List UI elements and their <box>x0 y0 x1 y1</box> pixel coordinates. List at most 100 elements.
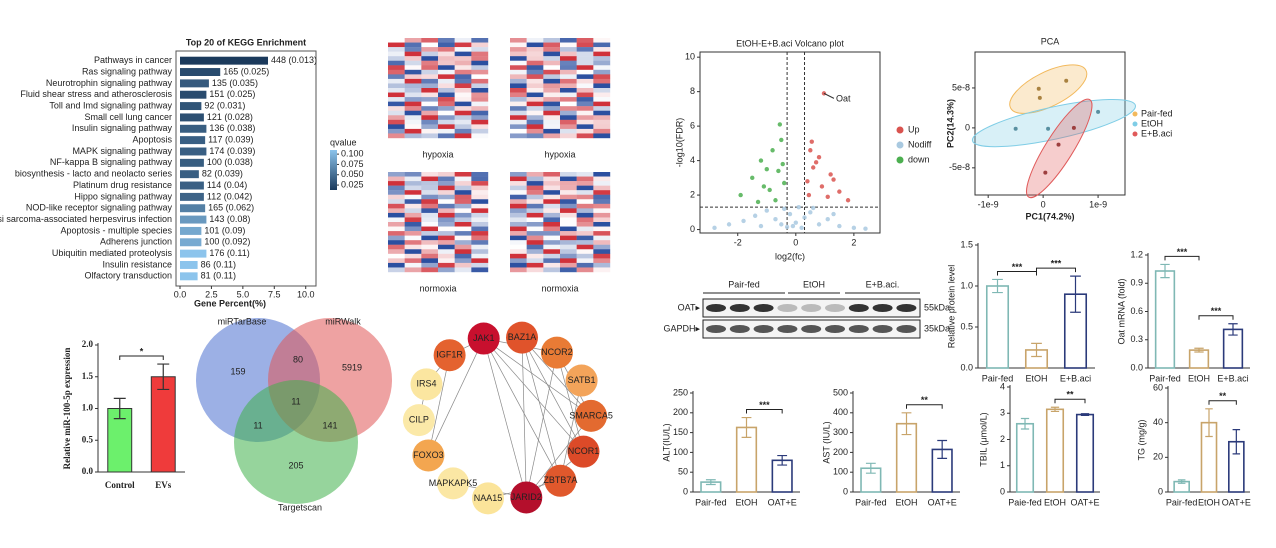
x-tick-label: 2 <box>851 237 856 247</box>
heatmap-cell <box>471 190 489 195</box>
x-tick-label: Pair-fed <box>1149 373 1181 383</box>
heatmap-cell <box>388 262 405 268</box>
heatmap-cell <box>593 51 611 57</box>
heatmap-cell <box>560 258 577 264</box>
heatmap-cell <box>471 133 489 139</box>
heatmap-cell <box>526 222 544 227</box>
network-edge <box>521 337 561 481</box>
significance-bracket <box>1208 400 1237 405</box>
heatmap-cell <box>526 115 544 121</box>
heatmap-cell <box>454 203 472 209</box>
heatmap-cell <box>388 97 405 102</box>
heatmap-cell <box>404 231 422 236</box>
heatmap-cell <box>593 124 611 130</box>
heatmap-cell <box>510 231 527 236</box>
legend-swatch <box>896 126 904 134</box>
error-bar <box>1205 408 1213 438</box>
legend-swatch <box>1132 111 1138 117</box>
bar <box>150 376 176 473</box>
y-tick-label: 500 <box>833 387 848 397</box>
network-edge <box>483 338 527 498</box>
heatmap-cell <box>388 119 405 125</box>
heatmap-cell <box>593 97 611 102</box>
heatmap-cell <box>510 106 527 111</box>
bar <box>180 90 207 99</box>
heatmap-cell <box>438 92 455 98</box>
heatmap-cell <box>560 133 577 139</box>
heatmap-label: hypoxia <box>544 149 575 159</box>
heatmap-cell <box>438 128 455 134</box>
heatmap-cell <box>388 203 405 209</box>
network-node <box>467 322 500 355</box>
x-tick-label: Pair-fed <box>982 373 1014 383</box>
y-axis-label: AST (IU/L) <box>821 421 831 463</box>
heatmap-cell <box>421 42 439 48</box>
heatmap-cell <box>510 133 527 139</box>
heatmap-cell <box>388 240 405 245</box>
heatmap-cell <box>593 128 611 134</box>
point <box>750 175 755 181</box>
point <box>809 139 814 144</box>
network-node-label: JAK1 <box>473 333 495 343</box>
heatmap-cell <box>388 65 405 71</box>
point <box>1043 170 1048 175</box>
heatmap-cell <box>593 176 611 182</box>
point <box>767 187 772 193</box>
heatmap-cell <box>560 74 577 80</box>
heatmap-cell <box>560 106 577 111</box>
point <box>1064 78 1069 83</box>
heatmap-cell <box>576 106 594 111</box>
heatmap-cell <box>593 56 611 61</box>
heatmap-cell <box>404 235 422 241</box>
heatmap-cell <box>404 267 422 273</box>
legend-swatch <box>896 156 904 164</box>
heatmap-cell <box>421 47 439 52</box>
heatmap-cell <box>404 38 422 43</box>
heatmap-cell <box>576 56 594 61</box>
heatmap-cell <box>526 212 544 218</box>
y-tick-label: 0 <box>683 486 688 496</box>
point <box>738 192 743 198</box>
heatmap-cell <box>454 244 472 250</box>
point <box>764 167 769 172</box>
x-tick-label: 0 <box>793 237 798 247</box>
heatmap-cell <box>510 199 527 205</box>
y-tick-label: 0.0 <box>1130 362 1143 372</box>
heatmap-cell <box>526 267 544 273</box>
bar <box>180 249 207 258</box>
heatmap-cell <box>421 133 439 139</box>
heatmap-cell <box>421 51 439 57</box>
group-label: Pair-fed <box>728 279 760 289</box>
heatmap-cell <box>471 249 489 255</box>
heatmap-cell <box>471 226 489 232</box>
heatmap-cell <box>388 133 405 139</box>
heatmap-cell <box>510 110 527 116</box>
heatmap-cell <box>438 110 455 116</box>
point <box>828 172 833 177</box>
heatmap-cell <box>438 42 455 48</box>
venn-region-count: 159 <box>230 366 245 376</box>
bar <box>1015 422 1035 493</box>
legend-label: down <box>908 154 930 164</box>
y-tick-label: 4 <box>690 155 695 165</box>
significance-bracket <box>746 409 783 414</box>
heatmap-cell <box>560 38 577 43</box>
x-tick-label: EtOH <box>1188 373 1210 383</box>
x-tick-label: 0.0 <box>174 289 187 299</box>
x-tick-label: 2.5 <box>205 289 218 299</box>
heatmap-cell <box>421 88 439 93</box>
category-label: Kaposi sarcoma-associated herpesvirus in… <box>0 214 172 224</box>
heatmap-cell <box>454 176 472 182</box>
heatmap-cell <box>560 203 577 209</box>
significance-bracket <box>1054 398 1086 404</box>
heatmap-cell <box>454 92 472 98</box>
heatmap-cell <box>543 56 561 61</box>
y-axis-label: TBIL (μmol/L) <box>978 412 988 466</box>
heatmap-cell <box>404 226 422 232</box>
group-label: E+B.aci. <box>866 279 900 289</box>
heatmap-cell <box>388 181 405 186</box>
blot-band <box>706 325 726 333</box>
category-label: Apoptosis - multiple species <box>60 225 172 235</box>
point <box>781 206 787 212</box>
heatmap-cell <box>576 240 594 245</box>
